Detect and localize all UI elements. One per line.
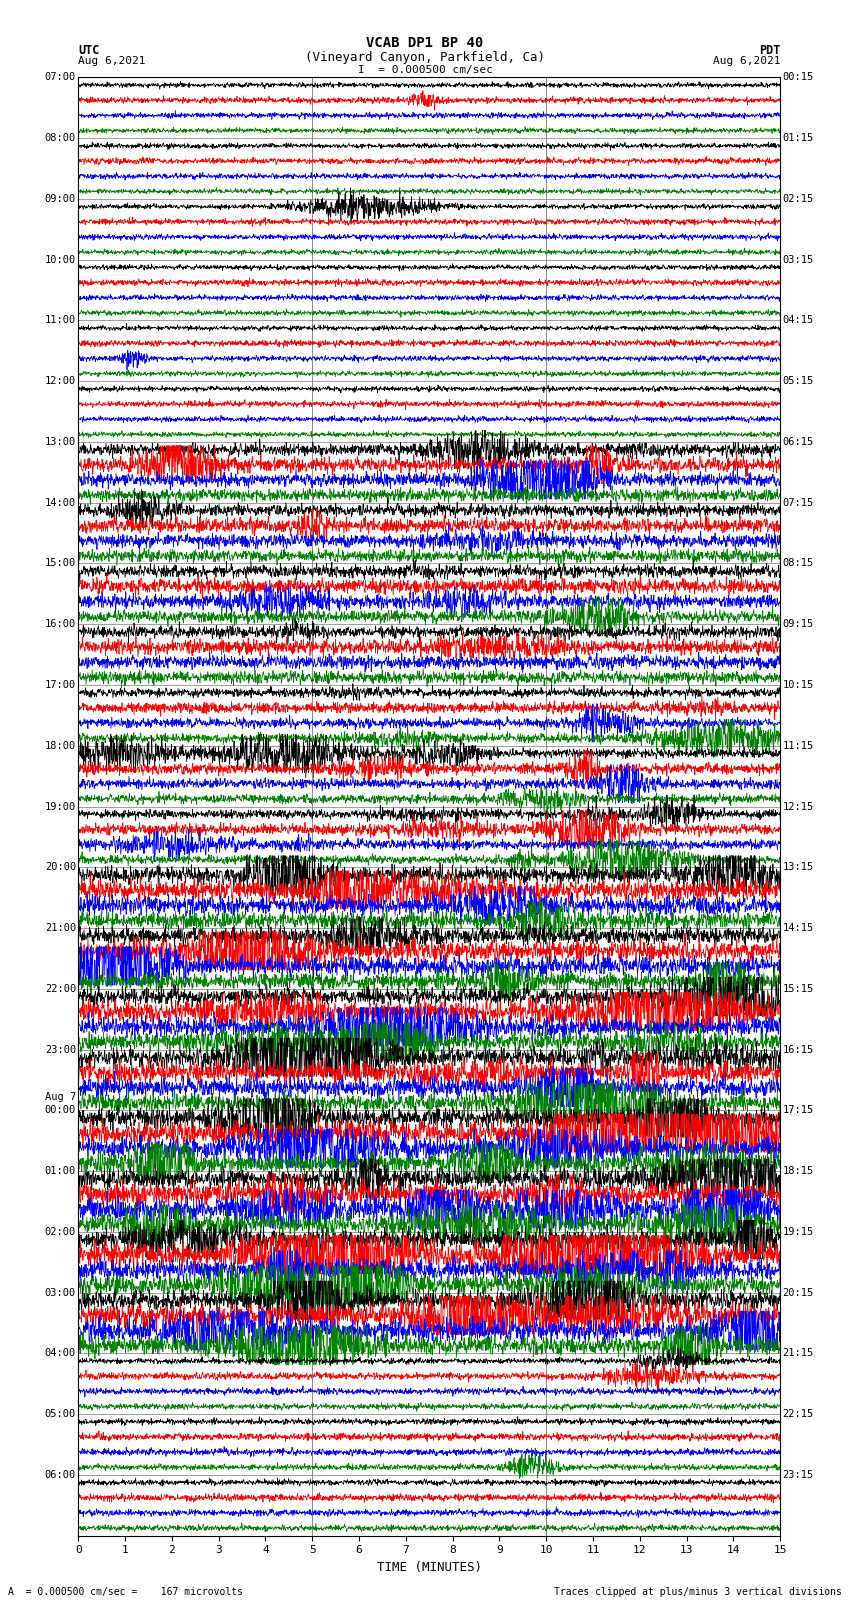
Text: Aug 7: Aug 7 bbox=[45, 1092, 76, 1102]
Text: 19:15: 19:15 bbox=[782, 1227, 813, 1237]
Text: 03:00: 03:00 bbox=[45, 1287, 76, 1297]
Text: Aug 6,2021: Aug 6,2021 bbox=[78, 56, 145, 66]
Text: 04:00: 04:00 bbox=[45, 1348, 76, 1358]
Text: 22:15: 22:15 bbox=[782, 1410, 813, 1419]
Text: A  = 0.000500 cm/sec =    167 microvolts: A = 0.000500 cm/sec = 167 microvolts bbox=[8, 1587, 243, 1597]
Text: 17:15: 17:15 bbox=[782, 1105, 813, 1115]
Text: 02:00: 02:00 bbox=[45, 1227, 76, 1237]
Text: Aug 6,2021: Aug 6,2021 bbox=[713, 56, 780, 66]
Text: 20:15: 20:15 bbox=[782, 1287, 813, 1297]
Text: 21:15: 21:15 bbox=[782, 1348, 813, 1358]
Text: 08:00: 08:00 bbox=[45, 134, 76, 144]
Text: 10:15: 10:15 bbox=[782, 681, 813, 690]
Text: 23:15: 23:15 bbox=[782, 1469, 813, 1479]
Text: 13:00: 13:00 bbox=[45, 437, 76, 447]
Text: 00:00: 00:00 bbox=[45, 1105, 76, 1115]
Text: 01:15: 01:15 bbox=[782, 134, 813, 144]
Text: 07:00: 07:00 bbox=[45, 73, 76, 82]
Text: 12:00: 12:00 bbox=[45, 376, 76, 386]
Text: 17:00: 17:00 bbox=[45, 681, 76, 690]
Text: 02:15: 02:15 bbox=[782, 194, 813, 203]
Text: 11:00: 11:00 bbox=[45, 316, 76, 326]
Text: 01:00: 01:00 bbox=[45, 1166, 76, 1176]
Text: UTC: UTC bbox=[78, 44, 99, 56]
Text: 07:15: 07:15 bbox=[782, 498, 813, 508]
Text: 03:15: 03:15 bbox=[782, 255, 813, 265]
Text: 11:15: 11:15 bbox=[782, 740, 813, 750]
Text: PDT: PDT bbox=[759, 44, 780, 56]
Text: 05:15: 05:15 bbox=[782, 376, 813, 386]
Text: 18:15: 18:15 bbox=[782, 1166, 813, 1176]
Text: 18:00: 18:00 bbox=[45, 740, 76, 750]
Text: 22:00: 22:00 bbox=[45, 984, 76, 994]
Text: 08:15: 08:15 bbox=[782, 558, 813, 568]
Text: 09:00: 09:00 bbox=[45, 194, 76, 203]
Text: 21:00: 21:00 bbox=[45, 923, 76, 932]
Text: 14:00: 14:00 bbox=[45, 498, 76, 508]
Text: 06:15: 06:15 bbox=[782, 437, 813, 447]
Text: 12:15: 12:15 bbox=[782, 802, 813, 811]
Text: VCAB DP1 BP 40: VCAB DP1 BP 40 bbox=[366, 37, 484, 50]
X-axis label: TIME (MINUTES): TIME (MINUTES) bbox=[377, 1561, 482, 1574]
Text: 09:15: 09:15 bbox=[782, 619, 813, 629]
Text: (Vineyard Canyon, Parkfield, Ca): (Vineyard Canyon, Parkfield, Ca) bbox=[305, 50, 545, 65]
Text: 19:00: 19:00 bbox=[45, 802, 76, 811]
Text: I  = 0.000500 cm/sec: I = 0.000500 cm/sec bbox=[358, 65, 492, 74]
Text: 06:00: 06:00 bbox=[45, 1469, 76, 1479]
Text: 15:15: 15:15 bbox=[782, 984, 813, 994]
Text: 15:00: 15:00 bbox=[45, 558, 76, 568]
Text: 05:00: 05:00 bbox=[45, 1410, 76, 1419]
Text: 04:15: 04:15 bbox=[782, 316, 813, 326]
Text: 16:00: 16:00 bbox=[45, 619, 76, 629]
Text: 23:00: 23:00 bbox=[45, 1045, 76, 1055]
Text: 14:15: 14:15 bbox=[782, 923, 813, 932]
Text: 16:15: 16:15 bbox=[782, 1045, 813, 1055]
Text: 13:15: 13:15 bbox=[782, 863, 813, 873]
Text: 10:00: 10:00 bbox=[45, 255, 76, 265]
Text: 00:15: 00:15 bbox=[782, 73, 813, 82]
Text: Traces clipped at plus/minus 3 vertical divisions: Traces clipped at plus/minus 3 vertical … bbox=[553, 1587, 842, 1597]
Text: 20:00: 20:00 bbox=[45, 863, 76, 873]
